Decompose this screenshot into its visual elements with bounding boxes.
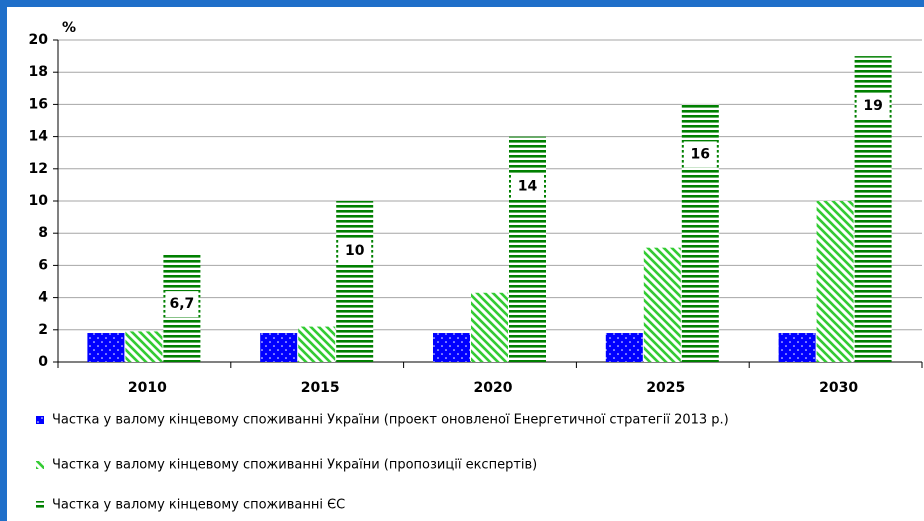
data-label-box xyxy=(165,291,199,318)
legend-swatch xyxy=(36,416,44,424)
bar xyxy=(509,136,546,362)
data-label-box xyxy=(856,93,890,120)
y-tick-label: 18 xyxy=(29,64,48,80)
y-tick-label: 16 xyxy=(29,96,48,112)
bar xyxy=(643,247,681,362)
x-tick-label: 2030 xyxy=(819,380,858,396)
y-axis-label: % xyxy=(62,20,76,36)
data-label: 10 xyxy=(345,243,365,259)
legend-label: Частка у валому кінцевому споживанні Укр… xyxy=(52,413,729,428)
x-tick-label: 2025 xyxy=(646,380,685,396)
legend-swatch xyxy=(36,461,44,469)
legend-label: Частка у валому кінцевому споживанні ЄС xyxy=(52,498,345,513)
y-tick-label: 0 xyxy=(38,354,48,370)
y-tick-label: 20 xyxy=(29,32,49,48)
bar xyxy=(298,326,336,362)
legend-label: Частка у валому кінцевому споживанні Укр… xyxy=(52,458,537,473)
bar xyxy=(125,331,163,362)
x-tick-label: 2010 xyxy=(128,380,167,396)
bar xyxy=(778,333,816,362)
bar xyxy=(336,201,374,362)
y-tick-label: 4 xyxy=(38,290,48,306)
data-label: 6,7 xyxy=(169,296,194,312)
y-tick-label: 6 xyxy=(38,257,48,273)
bar xyxy=(816,201,854,362)
y-tick-label: 12 xyxy=(29,161,48,177)
y-tick-label: 8 xyxy=(38,225,48,241)
data-label: 14 xyxy=(518,179,538,195)
data-label-box xyxy=(511,173,544,200)
x-tick-label: 2015 xyxy=(301,380,340,396)
data-label-box xyxy=(683,141,717,168)
bar xyxy=(605,333,643,362)
bar xyxy=(433,333,470,362)
data-label: 19 xyxy=(863,98,882,114)
y-tick-label: 2 xyxy=(38,322,48,338)
y-tick-label: 10 xyxy=(29,193,49,209)
data-label: 16 xyxy=(691,146,710,162)
bar xyxy=(471,292,508,362)
bar xyxy=(87,333,125,362)
data-label-box xyxy=(338,238,372,264)
bar xyxy=(260,333,298,362)
legend-swatch xyxy=(36,501,44,509)
x-tick-label: 2020 xyxy=(474,380,513,396)
y-tick-label: 14 xyxy=(29,129,49,145)
